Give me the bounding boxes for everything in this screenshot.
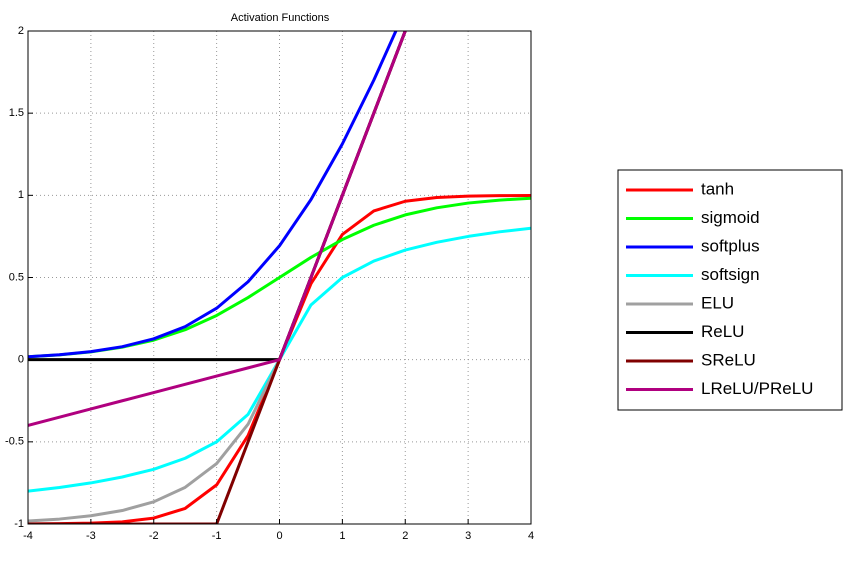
series-line [28, 31, 398, 359]
x-tick-label: 1 [339, 530, 345, 542]
x-tick-label: 2 [402, 530, 408, 542]
x-tick-label: 0 [276, 530, 282, 542]
x-tick-label: -4 [23, 530, 33, 542]
y-tick-label: 2 [18, 25, 24, 37]
x-tick-label: -1 [212, 530, 222, 542]
legend-label: LReLU/PReLU [701, 379, 813, 398]
y-tick-label: -0.5 [5, 436, 24, 448]
legend-box [617, 169, 843, 411]
legend-label: ReLU [701, 322, 744, 341]
y-tick-label: 1.5 [9, 107, 24, 119]
x-tick-label: -2 [149, 530, 159, 542]
y-tick-label: 1 [18, 189, 24, 201]
x-tick-label: -3 [86, 530, 96, 542]
axes: -4 -3 -2 -1 0 1 2 3 4 -1 -0.5 0 0.5 1 1.5 2 [5, 25, 534, 542]
legend-label: SReLU [701, 350, 756, 369]
legend-label: sigmoid [701, 208, 760, 227]
series-line [28, 31, 407, 427]
legend-label: ELU [701, 293, 734, 312]
y-tick-label: 0 [18, 354, 24, 366]
x-tick-label: 3 [465, 530, 471, 542]
y-tick-label: 0.5 [9, 271, 24, 283]
lines [28, 31, 531, 524]
legend: tanh sigmoid softplus softsign ELU ReLU SReLU L… [617, 169, 843, 411]
chart-title: Activation Functions [231, 12, 330, 24]
y-tick-label: -1 [14, 518, 24, 530]
legend-label: softplus [701, 236, 760, 255]
x-tick-label: 4 [528, 530, 534, 542]
legend-label: tanh [701, 179, 734, 198]
legend-label: softsign [701, 265, 760, 284]
